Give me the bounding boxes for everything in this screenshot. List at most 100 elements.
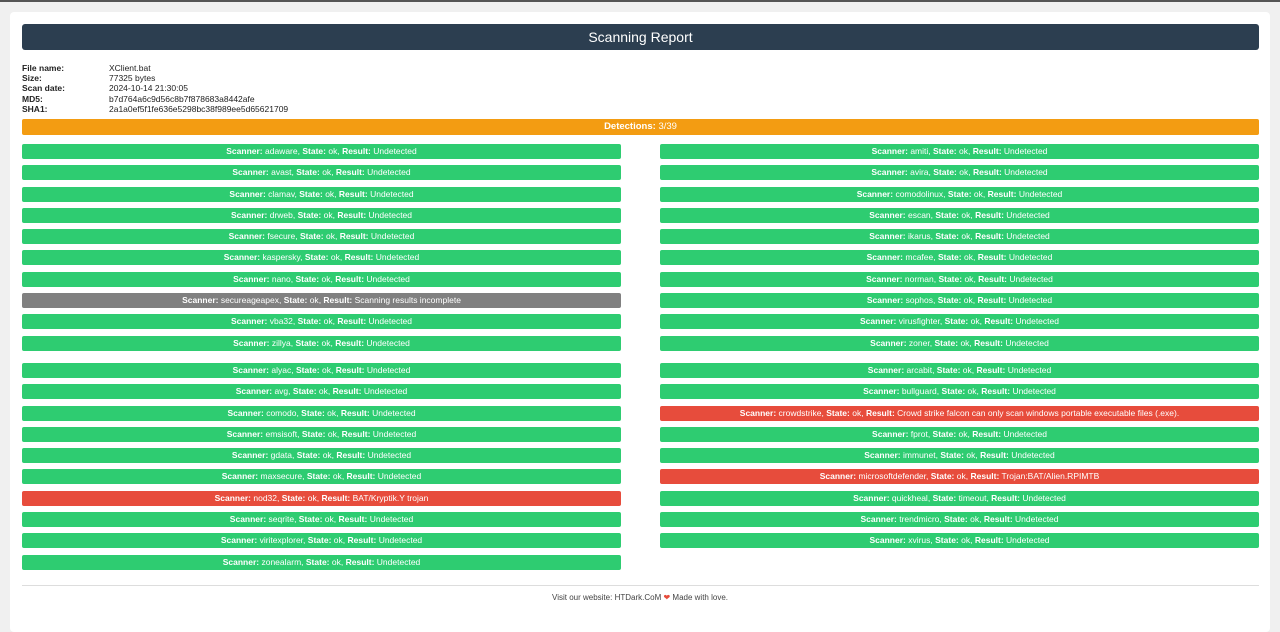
scanner-label: Scanner: [228, 231, 265, 242]
result-label: Result: [972, 146, 1002, 156]
result-value: Undetected [1006, 231, 1050, 242]
scanner-row-secureageapex: Scanner: secureageapex, State: ok, Resul… [22, 293, 621, 309]
scanner-row-arcabit: Scanner: arcabit, State: ok, Result: Und… [660, 363, 1259, 378]
state-value: ok [963, 295, 973, 306]
state-label: State: [307, 535, 332, 546]
footer: Visit our website: HTDark.CoM ❤ Made wit… [10, 593, 1270, 602]
state-value: ok [966, 450, 976, 461]
state-label: State: [934, 337, 959, 348]
state-label: State: [299, 188, 323, 199]
state-label: State: [935, 209, 960, 220]
detections-count: 3/39 [658, 121, 677, 132]
sha1-label: SHA1: [22, 103, 48, 114]
top-border [0, 0, 1280, 2]
state-label: State: [292, 386, 317, 397]
md5-label: MD5: [22, 93, 43, 104]
scanner-name: alyac [271, 365, 292, 375]
scanner-row-immunet: Scanner: immunet, State: ok, Result: Und… [660, 448, 1259, 464]
result-label: Result: [984, 316, 1014, 327]
result-label: Result: [976, 365, 1006, 375]
scanner-row-amiti: Scanner: amiti, State: ok, Result: Undet… [660, 144, 1259, 159]
scanner-name: adaware [265, 146, 298, 156]
scanner-name: nod32 [253, 492, 277, 503]
state-value: ok [852, 407, 862, 418]
state-label: State: [941, 386, 966, 397]
sha1-value: 2a1a0ef5f1fe636e5298bc38f989ee5d65621709 [109, 103, 289, 114]
scan-date-value: 2024-10-14 21:30:05 [109, 83, 188, 94]
result-value: Undetected [1004, 167, 1048, 178]
scanner-name: kaspersky [262, 252, 301, 263]
footer-prefix: Visit our website: [552, 593, 613, 602]
state-label: State: [937, 295, 962, 306]
result-label: Result: [321, 492, 351, 503]
scanner-label: Scanner: [232, 167, 269, 178]
state-value: ok [331, 556, 341, 567]
scanner-name: zonealarm [261, 556, 302, 567]
file-name-label: File name: [22, 63, 65, 73]
md5-value: b7d764a6c9d56c8b7f878683a8442afe [109, 93, 255, 104]
scanner-name: viritexplorer [259, 535, 304, 546]
state-label: State: [301, 428, 326, 439]
state-label: State: [932, 428, 957, 439]
scanner-name: virusfighter [898, 316, 940, 327]
state-value: ok [321, 273, 331, 284]
result-label: Result: [972, 167, 1002, 178]
footer-divider [22, 585, 1259, 586]
state-value: ok [970, 316, 980, 327]
state-value: ok [318, 386, 328, 397]
scanner-label: Scanner: [229, 514, 267, 525]
result-label: Result: [344, 252, 374, 263]
scanner-label: Scanner: [871, 167, 908, 178]
scanner-name: norman [904, 273, 934, 284]
scanner-label: Scanner: [869, 209, 906, 220]
scanner-row-fprot: Scanner: fprot, State: ok, Result: Undet… [660, 426, 1259, 442]
result-value: Undetected [1006, 535, 1050, 546]
result-label: Result: [978, 273, 1007, 284]
scanner-name: escan [907, 209, 931, 220]
scanner-name: crowdstrike [778, 407, 822, 418]
state-label: State: [936, 365, 961, 375]
result-label: Result: [345, 556, 375, 567]
result-label: Result: [346, 471, 376, 482]
scanner-row-adaware: Scanner: adaware, State: ok, Result: Und… [22, 144, 621, 159]
state-label: State: [296, 450, 321, 461]
result-label: Result: [981, 386, 1011, 397]
state-label: State: [935, 231, 960, 242]
scanner-row-trendmicro: Scanner: trendmicro, State: ok, Result: … [660, 512, 1259, 528]
result-label: Result: [335, 337, 365, 348]
result-value: Undetected [1007, 365, 1052, 375]
result-value: Undetected [377, 471, 422, 482]
scanner-label: Scanner: [226, 428, 264, 439]
state-value: ok [322, 450, 332, 461]
scanner-row-comodo: Scanner: comodo, State: ok, Result: Unde… [22, 405, 621, 421]
result-value: Undetected [1008, 252, 1053, 263]
scanner-row-vba32: Scanner: vba32, State: ok, Result: Undet… [22, 314, 621, 330]
state-label: State: [283, 295, 308, 306]
state-value: ok [973, 188, 983, 199]
state-value: ok [959, 146, 968, 156]
scanner-row-xvirus: Scanner: xvirus, State: ok, Result: Unde… [660, 533, 1259, 549]
footer-link[interactable]: HTDark.CoM [614, 593, 662, 602]
scanner-label: Scanner: [872, 428, 909, 439]
result-label: Result: [323, 295, 353, 306]
scanner-label: Scanner: [235, 386, 273, 397]
scanner-row-sophos: Scanner: sophos, State: ok, Result: Unde… [660, 293, 1259, 309]
result-value: Undetected [1012, 386, 1056, 397]
result-label: Result: [980, 450, 1009, 461]
scanner-row-alyac: Scanner: alyac, State: ok, Result: Undet… [22, 363, 621, 378]
scanner-label: Scanner: [864, 450, 901, 461]
state-label: State: [947, 188, 972, 199]
scanner-row-norman: Scanner: norman, State: ok, Result: Unde… [660, 271, 1259, 287]
scanner-row-avast: Scanner: avast, State: ok, Result: Undet… [22, 165, 621, 181]
result-label: Result: [347, 535, 377, 546]
scanner-name: avg [274, 386, 289, 397]
scanner-label: Scanner: [870, 337, 907, 348]
scanner-row-microsoftdefender: Scanner: microsoftdefender, State: ok, R… [660, 469, 1259, 485]
result-value: Undetected [368, 316, 413, 327]
scanner-name: vba32 [269, 316, 293, 327]
scanner-label: Scanner: [223, 252, 261, 263]
scanner-name: comodo [266, 407, 297, 418]
scanner-row-crowdstrike: Scanner: crowdstrike, State: ok, Result:… [660, 405, 1259, 421]
state-value: ok [961, 231, 971, 242]
scanner-label: Scanner: [866, 273, 903, 284]
